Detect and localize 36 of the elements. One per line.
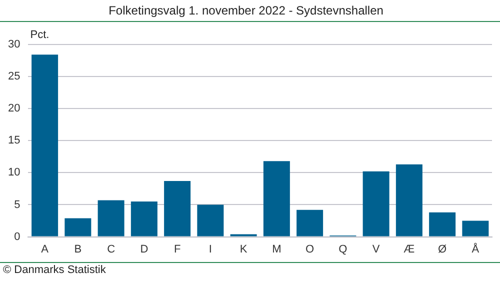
bar xyxy=(362,171,390,236)
x-tick-label: Å xyxy=(472,242,480,256)
y-axis-title: Pct. xyxy=(30,28,50,41)
x-tick-label: Q xyxy=(338,243,348,256)
y-tick-label: 25 xyxy=(8,70,20,82)
x-tick-label: F xyxy=(174,243,181,256)
x-tick-label: K xyxy=(240,243,248,256)
x-tick-label: M xyxy=(272,243,282,256)
bar xyxy=(64,218,92,236)
x-tick-label: Æ xyxy=(404,243,415,256)
bar xyxy=(429,212,456,236)
y-tick-label: 30 xyxy=(8,38,20,50)
x-tick-label: V xyxy=(372,243,380,256)
y-tick-label: 20 xyxy=(8,102,20,115)
bar xyxy=(32,54,58,236)
y-tick-label: 5 xyxy=(14,198,20,211)
y-tick-label: 0 xyxy=(14,230,20,243)
bar xyxy=(396,164,422,236)
x-tick-label: C xyxy=(107,243,116,256)
bar xyxy=(263,161,290,236)
bar xyxy=(462,220,489,236)
x-tick-label: A xyxy=(41,243,50,256)
x-tick-label: D xyxy=(140,243,148,256)
y-tick-label: 15 xyxy=(8,134,20,147)
y-tick-label: 10 xyxy=(8,166,20,179)
bar xyxy=(98,200,124,236)
bar xyxy=(164,181,191,236)
bar xyxy=(197,204,224,236)
bar xyxy=(130,202,158,236)
x-tick-label: B xyxy=(74,243,82,256)
x-tick-label: O xyxy=(306,243,315,256)
chart-title: Folketingsvalg 1. november 2022 - Sydstevnshallen xyxy=(108,4,384,18)
x-tick-label: I xyxy=(208,243,212,256)
text: © Danmarks Statistik xyxy=(3,264,106,276)
x-tick-label: Ø xyxy=(438,243,448,256)
bar xyxy=(296,210,324,236)
